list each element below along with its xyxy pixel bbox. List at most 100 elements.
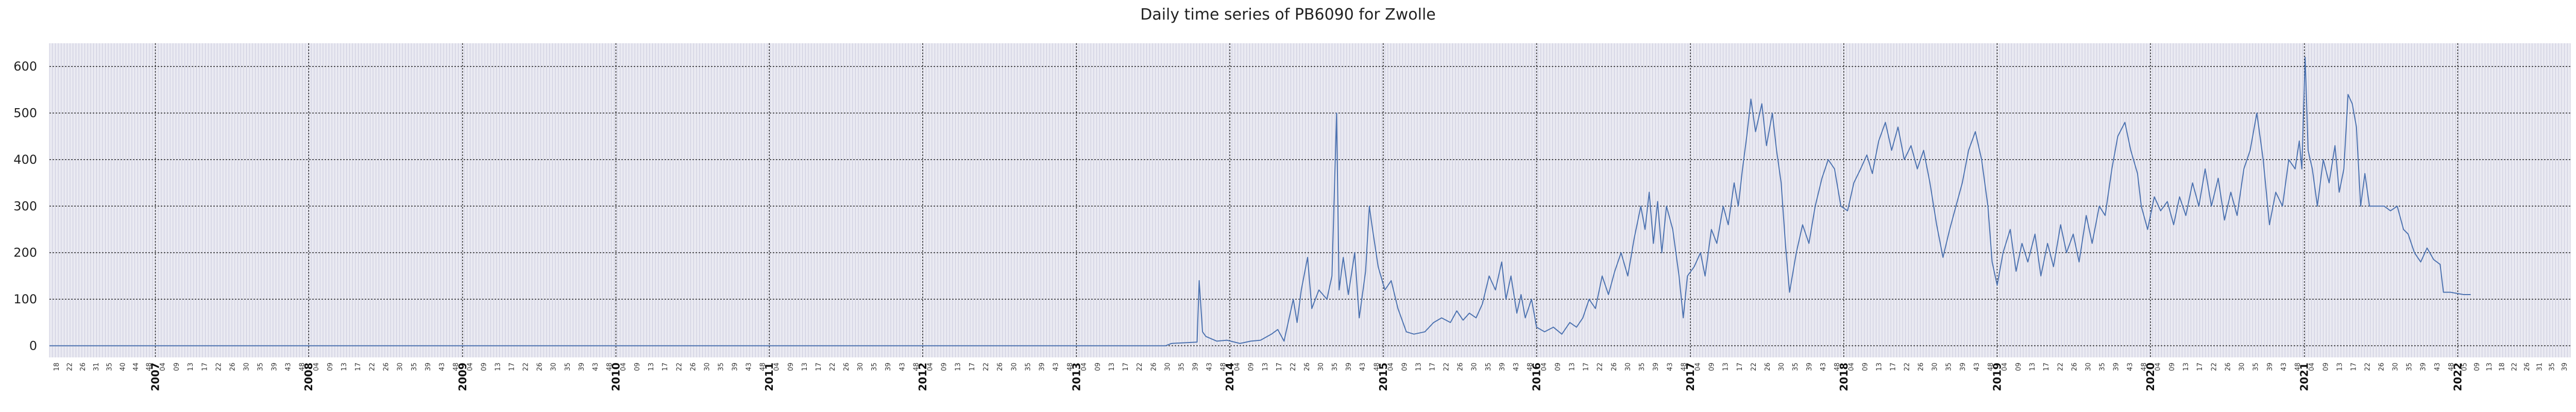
week-tick-label: 35: [411, 363, 418, 371]
week-tick-label: 43: [1820, 363, 1827, 371]
week-tick-label: 17: [1889, 363, 1897, 371]
week-tick-label: 09: [2473, 363, 2481, 371]
week-tick-label: 22: [1904, 363, 1911, 371]
week-tick-label: 39: [2113, 363, 2121, 371]
year-tick-label: 2016: [1531, 363, 1543, 391]
week-tick-label: 43: [899, 363, 906, 371]
week-tick-label: 04: [773, 363, 781, 371]
week-tick-label: 04: [2155, 363, 2162, 371]
week-tick-label: 30: [857, 363, 865, 371]
week-tick-label: 22: [1750, 363, 1758, 371]
week-tick-label: 43: [2280, 363, 2288, 371]
week-tick-label: 22: [2364, 363, 2371, 371]
week-tick-label: 30: [2084, 363, 2092, 371]
week-tick-label: 43: [592, 363, 600, 371]
week-tick-label: 17: [815, 363, 823, 371]
week-tick-label: 43: [1513, 363, 1520, 371]
week-tick-label: 31: [93, 363, 100, 371]
week-tick-label: 09: [1708, 363, 1716, 371]
week-tick-label: 43: [1666, 363, 1674, 371]
week-tick-label: 39: [1499, 363, 1506, 371]
week-tick-label: 22: [982, 363, 990, 371]
week-tick-label: 35: [1178, 363, 1185, 371]
week-tick-label: 48: [759, 363, 767, 371]
week-tick-label: 09: [1554, 363, 1562, 371]
week-tick-label: 35: [1792, 363, 1800, 371]
week-tick-label: 43: [2434, 363, 2442, 371]
week-tick-label: 30: [243, 363, 250, 371]
week-tick-label: 13: [1262, 363, 1269, 371]
week-tick-label: 22: [66, 363, 74, 371]
week-tick-label: 48: [1834, 363, 1841, 371]
week-tick-label: 30: [1624, 363, 1632, 371]
week-tick-label: 35: [2406, 363, 2414, 371]
week-tick-label: 26: [1611, 363, 1618, 371]
week-tick-label: 43: [745, 363, 753, 371]
week-tick-label: 35: [1945, 363, 1953, 371]
week-tick-label: 35: [2098, 363, 2106, 371]
week-tick-label: 30: [1010, 363, 1018, 371]
week-tick-label: 13: [801, 363, 809, 371]
week-tick-label: 09: [327, 363, 334, 371]
week-tick-label: 30: [550, 363, 558, 371]
week-tick-label: 22: [215, 363, 223, 371]
week-tick-label: 18: [53, 363, 61, 371]
week-tick-label: 35: [106, 363, 114, 371]
week-tick-label: 26: [383, 363, 391, 371]
week-tick-label: 09: [1401, 363, 1409, 371]
week-tick-label: 26: [79, 363, 87, 371]
week-tick-label: 04: [466, 363, 474, 371]
week-tick-label: 48: [606, 363, 614, 371]
week-tick-label: 26: [689, 363, 697, 371]
week-tick-label: 48: [912, 363, 920, 371]
week-tick-label: 09: [2015, 363, 2023, 371]
week-tick-label: 26: [536, 363, 544, 371]
y-tick-label: 100: [13, 292, 37, 306]
week-tick-label: 09: [1248, 363, 1256, 371]
week-tick-label: 13: [955, 363, 962, 371]
week-tick-label: 04: [1694, 363, 1702, 371]
week-tick-label: 48: [299, 363, 307, 371]
week-tick-label: 30: [397, 363, 404, 371]
week-tick-label: 39: [1652, 363, 1660, 371]
week-tick-label: 43: [1053, 363, 1060, 371]
week-tick-label: 17: [969, 363, 976, 371]
week-tick-label: 40: [119, 363, 127, 371]
week-tick-label: 04: [313, 363, 320, 371]
week-tick-label: 39: [1345, 363, 1353, 371]
week-tick-label: 35: [871, 363, 878, 371]
week-tick-label: 30: [2392, 363, 2400, 371]
week-tick-label: 13: [494, 363, 502, 371]
week-tick-label: 17: [1276, 363, 1283, 371]
week-tick-label: 26: [843, 363, 851, 371]
week-tick-label: 13: [1108, 363, 1116, 371]
week-tick-label: 04: [1848, 363, 1855, 371]
year-tick-label: 2019: [1991, 363, 2003, 391]
y-tick-label: 500: [13, 106, 37, 121]
week-tick-label: 26: [2523, 363, 2531, 371]
week-tick-label: 17: [2043, 363, 2050, 371]
week-tick-label: 09: [634, 363, 641, 371]
week-tick-label: 48: [1527, 363, 1534, 371]
week-tick-label: 48: [1987, 363, 1995, 371]
week-tick-label: 35: [2252, 363, 2260, 371]
week-tick-label: 30: [2239, 363, 2246, 371]
year-tick-label: 2015: [1377, 363, 1389, 391]
week-tick-label: 04: [1540, 363, 1548, 371]
week-tick-label: 35: [1485, 363, 1493, 371]
week-tick-label: 04: [1387, 363, 1395, 371]
week-tick-label: 43: [2127, 363, 2134, 371]
minor-gridlines: [49, 43, 2571, 357]
week-tick-label: 22: [1290, 363, 1297, 371]
week-tick-label: 43: [1359, 363, 1367, 371]
x-axis: 2007 2008 2009 2010 2011 2012 2013 2014 2015 2016…: [53, 363, 2569, 391]
year-tick-label: 2020: [2144, 363, 2157, 391]
week-tick-label: 13: [2486, 363, 2494, 371]
week-tick-label: 17: [1736, 363, 1744, 371]
week-tick-label: 30: [703, 363, 711, 371]
week-tick-label: 04: [926, 363, 934, 371]
week-tick-label: 39: [578, 363, 586, 371]
year-tick-label: 2012: [917, 363, 929, 391]
week-tick-label: 43: [438, 363, 446, 371]
week-tick-label: 39: [1192, 363, 1199, 371]
